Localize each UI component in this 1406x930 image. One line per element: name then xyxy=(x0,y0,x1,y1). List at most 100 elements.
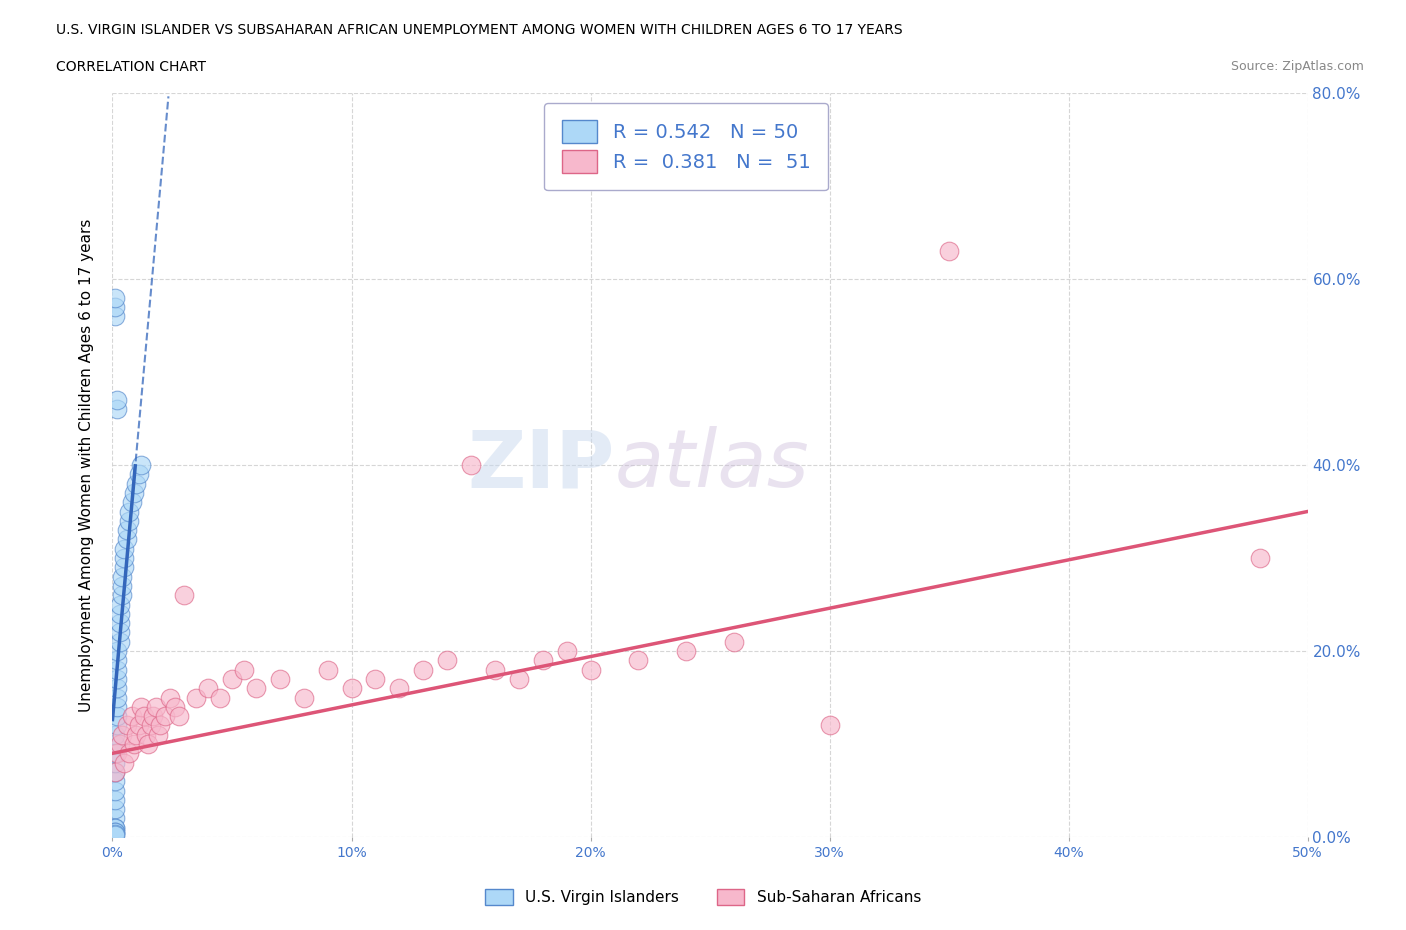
Point xyxy=(818,718,841,733)
Point xyxy=(105,718,128,733)
Point xyxy=(105,709,128,724)
Text: Source: ZipAtlas.com: Source: ZipAtlas.com xyxy=(1230,60,1364,73)
Point xyxy=(104,755,127,770)
Point xyxy=(104,792,127,807)
Point xyxy=(364,671,387,686)
Point xyxy=(132,709,155,724)
Point xyxy=(111,588,134,603)
Y-axis label: Unemployment Among Women with Children Ages 6 to 17 years: Unemployment Among Women with Children A… xyxy=(79,219,94,711)
Point xyxy=(104,802,127,817)
Point xyxy=(115,718,138,733)
Point xyxy=(118,746,141,761)
Point xyxy=(627,653,650,668)
Point xyxy=(135,727,157,742)
Point xyxy=(104,727,127,742)
Point xyxy=(128,718,150,733)
Point xyxy=(139,718,162,733)
Point xyxy=(233,662,256,677)
Point xyxy=(153,709,176,724)
Point xyxy=(388,681,411,696)
Point xyxy=(122,485,145,500)
Point xyxy=(128,467,150,482)
Point xyxy=(125,476,148,491)
Point xyxy=(938,244,960,259)
Point xyxy=(105,662,128,677)
Point xyxy=(104,828,127,843)
Point xyxy=(114,755,135,770)
Point xyxy=(104,820,127,835)
Text: U.S. VIRGIN ISLANDER VS SUBSAHARAN AFRICAN UNEMPLOYMENT AMONG WOMEN WITH CHILDRE: U.S. VIRGIN ISLANDER VS SUBSAHARAN AFRIC… xyxy=(56,23,903,37)
Point xyxy=(108,737,131,751)
Point xyxy=(121,495,143,510)
Point xyxy=(292,690,315,705)
Text: ZIP: ZIP xyxy=(467,426,614,504)
Point xyxy=(129,699,152,714)
Point xyxy=(138,737,160,751)
Point xyxy=(436,653,458,668)
Point xyxy=(105,644,128,658)
Point xyxy=(114,560,135,575)
Point xyxy=(108,606,131,621)
Point xyxy=(104,825,127,840)
Point xyxy=(531,653,554,668)
Point xyxy=(508,671,530,686)
Point xyxy=(108,616,131,631)
Point xyxy=(105,690,128,705)
Point xyxy=(579,662,602,677)
Point xyxy=(104,827,127,842)
Text: CORRELATION CHART: CORRELATION CHART xyxy=(56,60,207,74)
Legend: U.S. Virgin Islanders, Sub-Saharan Africans: U.S. Virgin Islanders, Sub-Saharan Afric… xyxy=(478,882,928,913)
Point xyxy=(146,727,169,742)
Point xyxy=(129,458,152,472)
Point xyxy=(115,532,138,547)
Point xyxy=(114,541,135,556)
Point xyxy=(105,746,128,761)
Point xyxy=(115,523,138,538)
Point xyxy=(209,690,232,705)
Point xyxy=(484,662,506,677)
Point xyxy=(104,820,127,835)
Point xyxy=(460,458,482,472)
Point xyxy=(105,671,128,686)
Text: atlas: atlas xyxy=(614,426,810,504)
Point xyxy=(269,671,291,686)
Point xyxy=(104,764,127,779)
Point xyxy=(105,392,128,407)
Point xyxy=(111,569,134,584)
Point xyxy=(118,513,141,528)
Point xyxy=(221,671,243,686)
Point xyxy=(118,504,141,519)
Point xyxy=(163,699,186,714)
Point xyxy=(104,299,127,314)
Point xyxy=(169,709,191,724)
Point xyxy=(104,811,127,826)
Point xyxy=(104,746,127,761)
Point xyxy=(555,644,578,658)
Point xyxy=(142,709,165,724)
Point xyxy=(149,718,172,733)
Point xyxy=(121,709,143,724)
Point xyxy=(111,578,134,593)
Legend: R = 0.542   N = 50, R =  0.381   N =  51: R = 0.542 N = 50, R = 0.381 N = 51 xyxy=(544,102,828,191)
Point xyxy=(159,690,181,705)
Point xyxy=(173,588,195,603)
Point xyxy=(105,681,128,696)
Point xyxy=(108,634,131,649)
Point xyxy=(104,737,127,751)
Point xyxy=(675,644,697,658)
Point xyxy=(104,290,127,305)
Point xyxy=(108,625,131,640)
Point xyxy=(316,662,339,677)
Point xyxy=(125,727,148,742)
Point xyxy=(104,825,127,840)
Point xyxy=(197,681,219,696)
Point xyxy=(104,309,127,324)
Point xyxy=(105,699,128,714)
Point xyxy=(723,634,745,649)
Point xyxy=(114,551,135,565)
Point xyxy=(145,699,167,714)
Point xyxy=(111,727,134,742)
Point xyxy=(105,402,128,417)
Point xyxy=(105,653,128,668)
Point xyxy=(186,690,208,705)
